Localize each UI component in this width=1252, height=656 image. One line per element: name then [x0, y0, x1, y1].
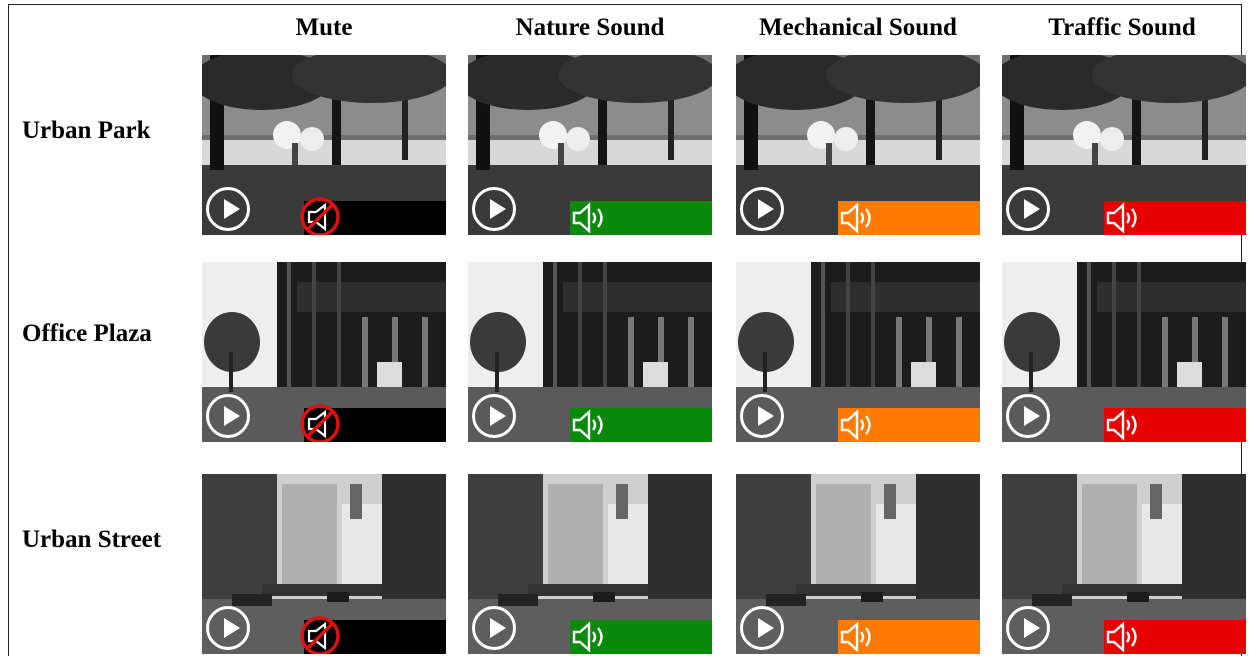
play-button-icon[interactable]: [1006, 606, 1050, 650]
play-button-icon[interactable]: [206, 394, 250, 438]
video-thumbnail-office-plaza-mute[interactable]: [202, 262, 446, 442]
column-header-nature-sound: Nature Sound: [515, 14, 665, 41]
play-button-icon[interactable]: [740, 606, 784, 650]
video-thumbnail-urban-park-mute[interactable]: [202, 55, 446, 235]
scene-image-urban-park: [736, 55, 980, 235]
column-header-mechanical-sound: Mechanical Sound: [759, 14, 957, 41]
play-button-icon[interactable]: [206, 187, 250, 231]
sound-bar-mechanical: [838, 620, 980, 654]
play-button-icon[interactable]: [472, 394, 516, 438]
row-header-urban-street: Urban Street: [22, 526, 162, 553]
video-thumbnail-office-plaza-traffic[interactable]: [1002, 262, 1246, 442]
play-button-icon[interactable]: [472, 187, 516, 231]
video-thumbnail-office-plaza-mechanical[interactable]: [736, 262, 980, 442]
row-header-urban-park: Urban Park: [22, 117, 151, 144]
sound-bar-traffic: [1104, 201, 1246, 235]
sound-bar-mechanical: [838, 408, 980, 442]
row-header-office-plaza: Office Plaza: [22, 320, 152, 347]
sound-bar-mechanical: [838, 201, 980, 235]
sound-bar-mute: [300, 404, 446, 442]
sound-bar-traffic: [1104, 408, 1246, 442]
video-thumbnail-urban-street-traffic[interactable]: [1002, 474, 1246, 654]
video-thumbnail-urban-street-nature[interactable]: [468, 474, 712, 654]
play-button-icon[interactable]: [740, 187, 784, 231]
sound-bar-nature: [570, 201, 712, 235]
sound-bar-nature: [570, 620, 712, 654]
video-thumbnail-urban-park-traffic[interactable]: [1002, 55, 1246, 235]
sound-bar-mute: [300, 197, 446, 235]
sound-bar-mute: [300, 616, 446, 654]
video-thumbnail-urban-street-mute[interactable]: [202, 474, 446, 654]
video-thumbnail-office-plaza-nature[interactable]: [468, 262, 712, 442]
video-thumbnail-urban-park-mechanical[interactable]: [736, 55, 980, 235]
play-button-icon[interactable]: [740, 394, 784, 438]
video-thumbnail-urban-park-nature[interactable]: [468, 55, 712, 235]
play-button-icon[interactable]: [206, 606, 250, 650]
sound-bar-traffic: [1104, 620, 1246, 654]
column-header-mute: Mute: [295, 14, 353, 41]
video-thumbnail-urban-street-mechanical[interactable]: [736, 474, 980, 654]
play-button-icon[interactable]: [1006, 187, 1050, 231]
play-button-icon[interactable]: [1006, 394, 1050, 438]
sound-bar-nature: [570, 408, 712, 442]
play-button-icon[interactable]: [472, 606, 516, 650]
column-header-traffic-sound: Traffic Sound: [1048, 14, 1196, 41]
